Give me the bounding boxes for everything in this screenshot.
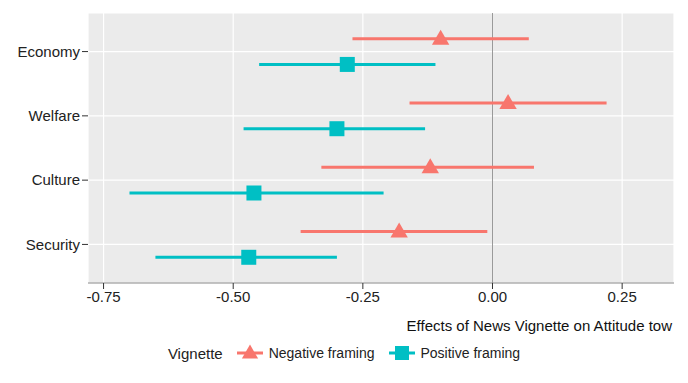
svg-text:0.25: 0.25 [608, 288, 637, 305]
svg-text:Security: Security [26, 236, 81, 253]
svg-text:0.00: 0.00 [478, 288, 507, 305]
html-text:Negative framing: Negative framing [268, 345, 375, 361]
svg-text:-0.75: -0.75 [86, 288, 120, 305]
svg-text:Culture: Culture [32, 171, 80, 188]
html-text:Positive framing: Positive framing [420, 345, 521, 361]
svg-text:Economy: Economy [17, 43, 80, 60]
svg-text:Effects of News Vignette on At: Effects of News Vignette on Attitude tow [407, 317, 673, 334]
svg-text:-0.25: -0.25 [346, 288, 380, 305]
html-text:Vignette: Vignette [167, 344, 223, 362]
svg-text:Welfare: Welfare [29, 107, 80, 124]
svg-text:-0.50: -0.50 [216, 288, 250, 305]
